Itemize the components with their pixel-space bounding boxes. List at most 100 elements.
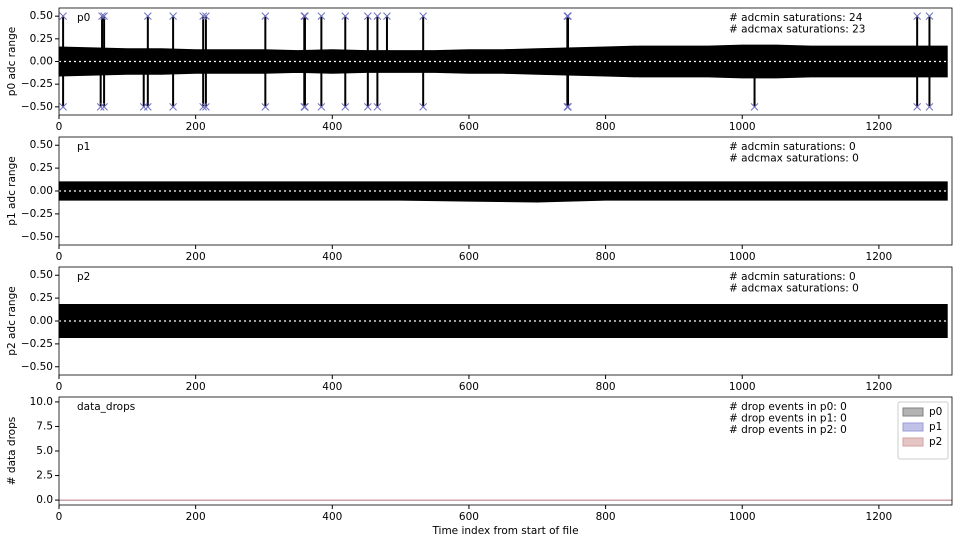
signal-band: [58, 181, 948, 203]
x-tick-label: 0: [56, 251, 63, 263]
y-tick-label: 0.50: [30, 139, 53, 151]
x-tick-label: 200: [186, 381, 206, 393]
subplot: p0 p1 p2 0 200 400 600 800 1000 1200 0.0 2.5 5.0 7.5 1…: [6, 396, 953, 537]
saturation-marker: [341, 12, 350, 21]
x-tick-label: 200: [186, 511, 206, 523]
x-tick-label: 600: [459, 251, 479, 263]
x-tick-label: 800: [596, 251, 616, 263]
saturation-marker: [100, 12, 108, 21]
annotation: # drop events in p1: 0: [729, 413, 847, 425]
annotation: # adcmin saturations: 0: [729, 141, 856, 153]
panel-label: data_drops: [77, 401, 135, 413]
saturation-marker: [301, 102, 309, 111]
y-tick-label: 10.0: [30, 396, 53, 408]
x-tick-label: 0: [56, 121, 63, 133]
saturation-marker: [261, 102, 270, 111]
saturation-marker: [199, 12, 208, 21]
saturation-marker: [913, 12, 922, 21]
y-tick-label: −0.25: [21, 78, 53, 90]
saturation-marker: [564, 12, 572, 21]
saturation-marker: [59, 102, 67, 111]
saturation-marker: [98, 12, 106, 21]
y-tick-label: 7.5: [36, 420, 53, 432]
saturation-marker: [261, 12, 270, 21]
x-tick-label: 1000: [729, 381, 756, 393]
x-tick-label: 200: [186, 251, 206, 263]
saturation-marker: [383, 12, 391, 21]
saturation-marker: [564, 102, 572, 111]
y-tick-label: 2.5: [36, 470, 53, 482]
annotation: # drop events in p2: 0: [729, 424, 847, 436]
x-tick-label: 400: [322, 251, 342, 263]
x-tick-label: 1200: [866, 251, 893, 263]
saturation-marker: [143, 12, 152, 21]
saturation-marker: [341, 102, 350, 111]
saturation-marker: [363, 12, 372, 21]
saturation-marker: [373, 12, 382, 21]
saturation-marker: [363, 102, 372, 111]
x-tick-label: 400: [322, 511, 342, 523]
y-axis-label: # data drops: [6, 417, 18, 485]
signal-band: [58, 304, 948, 338]
subplot: 0 200 400 600 800 1000 1200 −0.50 −0.25 0.00 0.25 0…: [6, 136, 953, 263]
y-axis-label: p2 adc range: [6, 286, 18, 355]
subplot: 0 200 400 600 800 1000 1200 −0.50 −0.25 0.00 0.25 0…: [6, 266, 953, 393]
saturation-marker: [419, 12, 428, 21]
panel-label: p1: [77, 141, 90, 153]
annotation: # adcmin saturations: 24: [729, 12, 863, 24]
y-tick-label: 0.50: [30, 269, 53, 281]
legend-label: p2: [929, 436, 942, 448]
legend-label: p0: [929, 406, 942, 418]
y-axis-label: p1 adc range: [6, 156, 18, 225]
saturation-marker: [750, 102, 759, 111]
saturation-marker: [317, 102, 326, 111]
x-tick-label: 600: [459, 121, 479, 133]
x-axis-label: Time index from start of file: [431, 525, 578, 537]
x-tick-label: 600: [459, 381, 479, 393]
x-tick-label: 200: [186, 121, 206, 133]
saturation-marker: [317, 12, 326, 21]
legend-swatch: [902, 437, 924, 447]
y-tick-label: −0.25: [21, 338, 53, 350]
x-tick-label: 400: [322, 381, 342, 393]
panel-label: p2: [77, 271, 90, 283]
y-tick-label: 0.25: [30, 162, 53, 174]
saturation-marker: [100, 102, 108, 111]
y-axis-label: p0 adc range: [6, 27, 18, 96]
saturation-marker: [913, 102, 922, 111]
annotation: # adcmin saturations: 0: [729, 271, 856, 283]
saturation-marker: [169, 102, 177, 111]
y-tick-label: −0.50: [21, 101, 53, 113]
saturation-marker: [59, 12, 67, 21]
signal-band: [58, 44, 948, 79]
x-tick-label: 1200: [866, 121, 893, 133]
y-tick-label: 0.00: [30, 56, 53, 68]
x-tick-label: 1000: [729, 251, 756, 263]
x-tick-label: 0: [56, 511, 63, 523]
saturation-marker: [96, 102, 105, 111]
x-tick-label: 800: [596, 511, 616, 523]
x-tick-label: 400: [322, 121, 342, 133]
saturation-marker: [202, 12, 210, 21]
x-tick-label: 800: [596, 121, 616, 133]
saturation-marker: [419, 102, 428, 111]
saturation-marker: [925, 102, 934, 111]
saturation-marker: [169, 12, 177, 21]
saturation-marker: [202, 102, 210, 111]
y-tick-label: 0.25: [30, 33, 53, 45]
saturation-marker: [373, 102, 382, 111]
saturation-marker: [143, 102, 152, 111]
y-tick-label: 0.25: [30, 292, 53, 304]
y-tick-label: 0.00: [30, 315, 53, 327]
subplot: 0 200 400 600 800 1000 1200 −0.50 −0.25 0.00 0.25 0…: [6, 7, 953, 133]
x-tick-label: 800: [596, 381, 616, 393]
x-tick-label: 0: [56, 381, 63, 393]
y-tick-label: 0.0: [36, 494, 53, 506]
x-tick-label: 1200: [866, 381, 893, 393]
y-tick-label: 0.00: [30, 185, 53, 197]
panel-label: p0: [77, 12, 90, 24]
y-tick-label: −0.25: [21, 208, 53, 220]
y-tick-label: 0.50: [30, 10, 53, 22]
x-tick-label: 600: [459, 511, 479, 523]
